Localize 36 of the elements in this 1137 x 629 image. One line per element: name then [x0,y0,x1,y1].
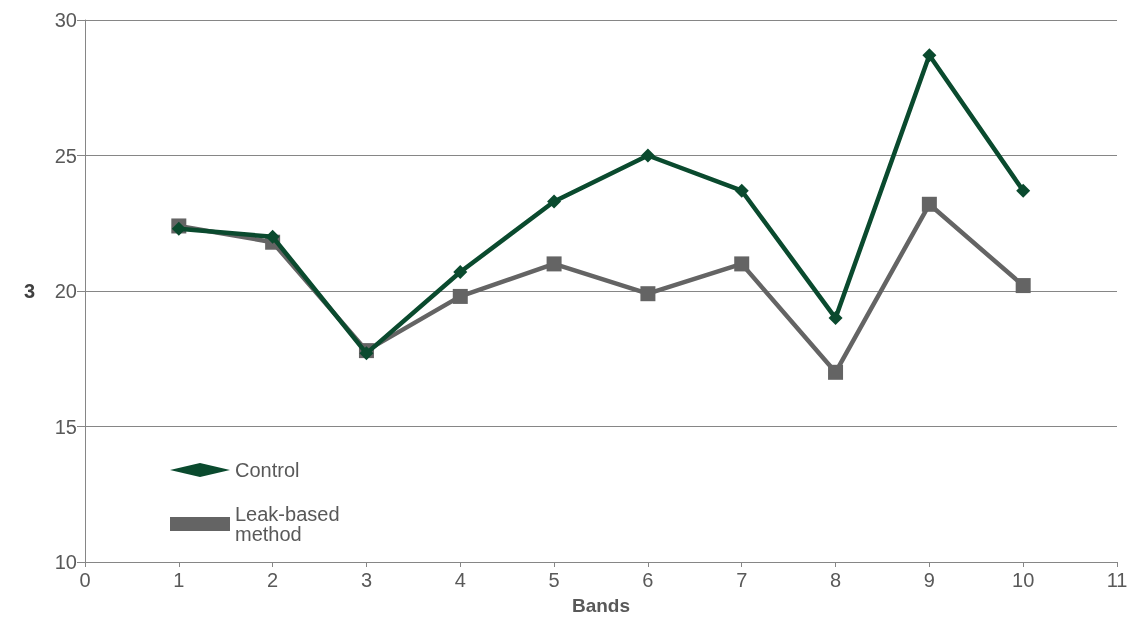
point [922,48,937,63]
point [265,229,280,244]
point [734,256,750,272]
x-tick-label: 11 [1106,569,1128,591]
point [734,183,749,198]
point [547,194,562,209]
x-tick-label: 8 [829,569,842,591]
y-axis-title: 3 [23,280,35,302]
x-tick-label: 5 [548,569,560,591]
y-tick-label: 30 [54,9,77,31]
point [453,265,468,280]
x-tick-label: 7 [736,569,748,591]
point [921,196,937,212]
y-tick-label: 25 [54,144,77,167]
y-tick-label: 10 [54,551,77,573]
point [828,311,843,326]
x-axis-title: Bands [571,595,631,616]
x-tick-label: 1 [173,569,185,591]
point [1016,183,1031,198]
x-tick-label: 10 [1012,569,1035,591]
x-tick-label: 4 [454,569,466,591]
y-tick-label: 15 [54,415,77,438]
point [640,286,656,302]
x-tick-label: 2 [267,569,279,591]
point [546,256,562,272]
x-tick-label: 9 [923,569,935,591]
x-tick-label: 3 [360,569,373,591]
point [828,364,844,380]
point [1015,278,1031,294]
y-tick-label: 20 [54,280,77,302]
point [452,288,468,304]
legend-label: Leak-based method [235,503,346,545]
x-tick-label: 6 [642,569,654,591]
point [640,148,655,163]
x-tick-label: 0 [79,569,91,591]
legend-label: Control [235,459,300,481]
